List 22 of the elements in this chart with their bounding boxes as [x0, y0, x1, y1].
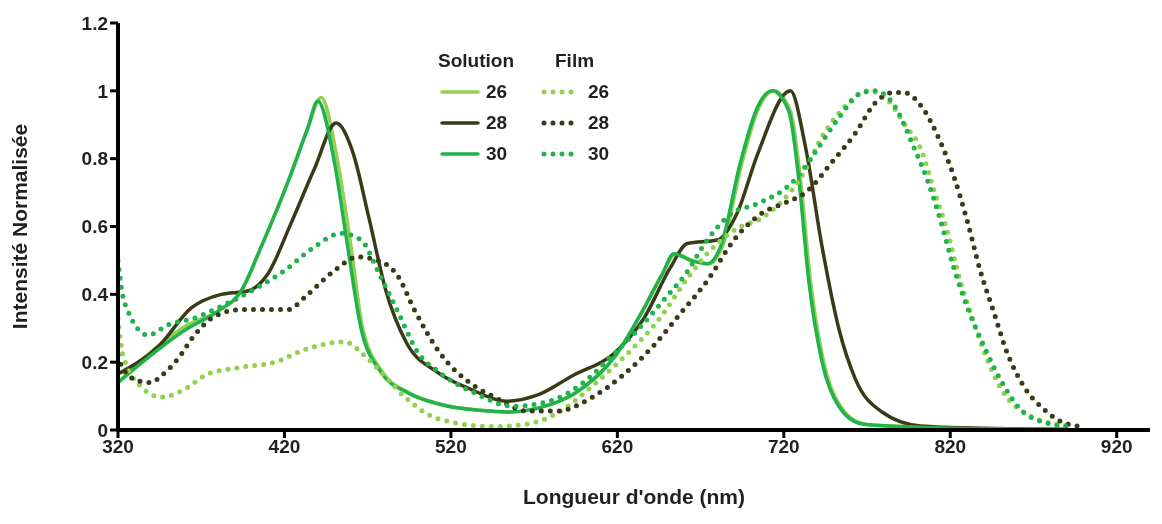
y-tick-label: 0.6 [81, 216, 108, 238]
y-tick-label: 1.2 [81, 12, 108, 34]
x-tick-label: 620 [601, 436, 634, 458]
legend-label: 28 [587, 112, 610, 134]
legend-label: 26 [486, 81, 508, 103]
legend-label: 30 [587, 143, 610, 165]
legend-label: 28 [486, 112, 508, 134]
x-tick-label: 920 [1100, 436, 1133, 458]
annotation: Solution [438, 50, 514, 72]
y-tick-label: 0.4 [81, 284, 109, 306]
x-tick-label: 720 [767, 436, 800, 458]
y-tick-label: 0.8 [81, 148, 108, 170]
annotation: Film [554, 50, 596, 72]
legend-label: 26 [587, 81, 610, 103]
x-tick-label: 820 [934, 436, 967, 458]
y-tick-label: 0.2 [81, 351, 108, 373]
legend-label: 30 [486, 143, 508, 165]
y-axis-title: Intensité Normalisée [8, 123, 32, 330]
x-axis-title: Longueur d'onde (nm) [523, 485, 745, 508]
x-tick-label: 520 [435, 436, 467, 458]
y-tick-label: 1 [97, 80, 109, 102]
x-tick-label: 420 [268, 436, 301, 458]
